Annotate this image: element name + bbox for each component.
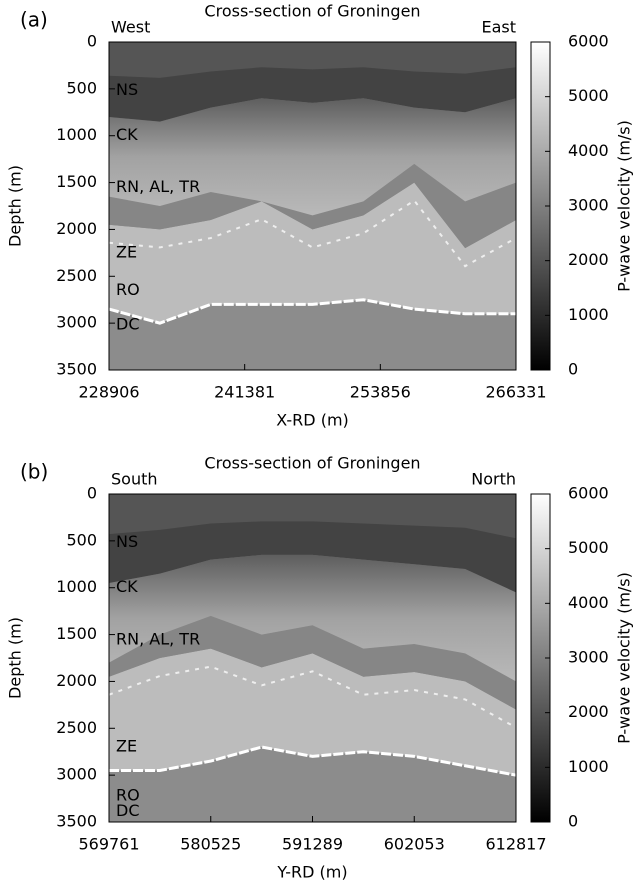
y-tick-label: 0 [87, 32, 97, 51]
x-tick-label: 569761 [78, 835, 139, 854]
velocity-layer [109, 494, 516, 539]
plot-frame [108, 41, 517, 371]
velocity-layer [109, 98, 516, 216]
x-axis-label: Y-RD (m) [276, 863, 347, 882]
formation-label: DC [116, 315, 140, 334]
colorbar-label: P-wave velocity (m/s) [615, 572, 634, 744]
colorbar-label: P-wave velocity (m/s) [615, 120, 634, 292]
colorbar-tick-label: 6000 [568, 32, 609, 51]
direction-label: East [481, 18, 516, 37]
velocity-layer [109, 648, 516, 776]
y-tick-label: 3000 [56, 313, 97, 332]
colorbar-tick-label: 3000 [568, 196, 609, 215]
x-tick-label: 228906 [78, 383, 139, 402]
y-tick-label: 1000 [56, 577, 97, 596]
y-tick-label: 3000 [56, 765, 97, 784]
y-tick-label: 3500 [56, 812, 97, 831]
velocity-field [109, 494, 516, 822]
x-tick-label: 266331 [485, 383, 546, 402]
x-tick-label: 253856 [350, 383, 411, 402]
colorbar-tick-label: 5000 [568, 538, 609, 557]
formation-label: RO [116, 280, 140, 299]
reflector [109, 298, 516, 325]
formation-label: ZE [116, 242, 137, 261]
reflector [109, 199, 516, 268]
colorbar-tick-label: 2000 [568, 702, 609, 721]
chart-title: Cross-section of Groningen [204, 454, 420, 473]
direction-label: North [471, 470, 516, 489]
velocity-layer [109, 615, 516, 710]
formation-label: ZE [116, 737, 137, 756]
velocity-layer [109, 554, 516, 682]
velocity-layer [109, 182, 516, 324]
chart-title: Cross-section of Groningen [204, 2, 420, 21]
colorbar-tick-label: 2000 [568, 250, 609, 269]
formation-label: RN, AL, TR [116, 177, 200, 196]
y-tick-label: 2000 [56, 219, 97, 238]
y-tick-label: 2500 [56, 266, 97, 285]
colorbar-tick-label: 4000 [568, 141, 609, 160]
y-tick-label: 500 [66, 78, 97, 97]
colorbar-tick-label: 1000 [568, 757, 609, 776]
velocity-layer [109, 163, 516, 249]
formation-label: NS [116, 80, 138, 99]
y-tick-label: 500 [66, 530, 97, 549]
x-axis-label: X-RD (m) [276, 411, 349, 430]
colorbar-tick-label: 6000 [568, 484, 609, 503]
velocity-layer [109, 42, 516, 78]
colorbar-tick-label: 3000 [568, 648, 609, 667]
reflector [109, 745, 516, 777]
y-tick-label: 1500 [56, 172, 97, 191]
colorbar-tick-label: 0 [568, 360, 578, 379]
formation-label: RN, AL, TR [116, 630, 200, 649]
y-axis-label: Depth (m) [6, 165, 25, 247]
formation-label: RO [116, 785, 140, 804]
x-tick-label: 602053 [384, 835, 445, 854]
formation-label: NS [116, 532, 138, 551]
formation-label: CK [116, 577, 138, 596]
y-tick-label: 2500 [56, 718, 97, 737]
y-tick-label: 2000 [56, 671, 97, 690]
y-tick-label: 3500 [56, 360, 97, 379]
x-tick-label: 580525 [180, 835, 241, 854]
y-tick-label: 0 [87, 484, 97, 503]
direction-label: West [111, 18, 150, 37]
panel-label: (a) [20, 8, 48, 32]
colorbar-tick-label: 5000 [568, 86, 609, 105]
formation-label: DC [116, 801, 140, 820]
velocity-field [109, 42, 516, 370]
reflector [109, 665, 516, 729]
panel-label: (b) [20, 460, 48, 484]
y-axis-label: Depth (m) [6, 617, 25, 699]
colorbar-tick-label: 4000 [568, 593, 609, 612]
y-tick-label: 1500 [56, 624, 97, 643]
formation-label: CK [116, 125, 138, 144]
x-tick-label: 241381 [214, 383, 275, 402]
colorbar-tick-label: 1000 [568, 305, 609, 324]
x-tick-label: 612817 [485, 835, 546, 854]
x-tick-label: 591289 [282, 835, 343, 854]
direction-label: South [111, 470, 158, 489]
colorbar-tick-label: 0 [568, 812, 578, 831]
y-tick-label: 1000 [56, 125, 97, 144]
